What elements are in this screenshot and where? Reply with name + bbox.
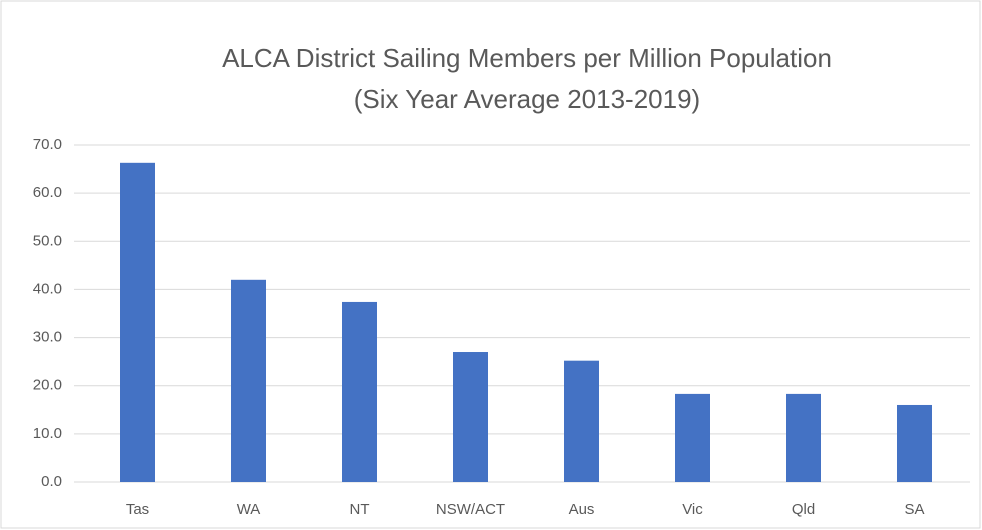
y-tick-label: 10.0 <box>33 425 62 442</box>
bar <box>564 360 599 482</box>
bar <box>120 162 155 482</box>
y-tick-label: 60.0 <box>33 184 62 201</box>
bar <box>675 393 710 482</box>
x-tick-label: Qld <box>792 501 815 518</box>
x-tick-label: NT <box>350 501 370 518</box>
bar <box>342 301 377 482</box>
bar <box>231 279 266 482</box>
x-tick-label: Aus <box>569 501 595 518</box>
y-tick-label: 50.0 <box>33 232 62 249</box>
y-tick-label: 0.0 <box>41 473 62 490</box>
y-tick-label: 40.0 <box>33 280 62 297</box>
y-tick-label: 30.0 <box>33 329 62 346</box>
x-tick-label: Tas <box>126 501 149 518</box>
chart-subtitle: (Six Year Average 2013-2019) <box>354 84 700 114</box>
bar <box>897 404 932 482</box>
x-tick-label: SA <box>904 501 924 518</box>
x-tick-label: NSW/ACT <box>436 501 505 518</box>
bar <box>453 352 488 482</box>
y-tick-label: 20.0 <box>33 377 62 394</box>
y-tick-label: 70.0 <box>33 136 62 153</box>
x-tick-label: Vic <box>682 501 703 518</box>
bar <box>786 393 821 482</box>
x-tick-label: WA <box>237 501 261 518</box>
chart-title: ALCA District Sailing Members per Millio… <box>222 43 832 73</box>
